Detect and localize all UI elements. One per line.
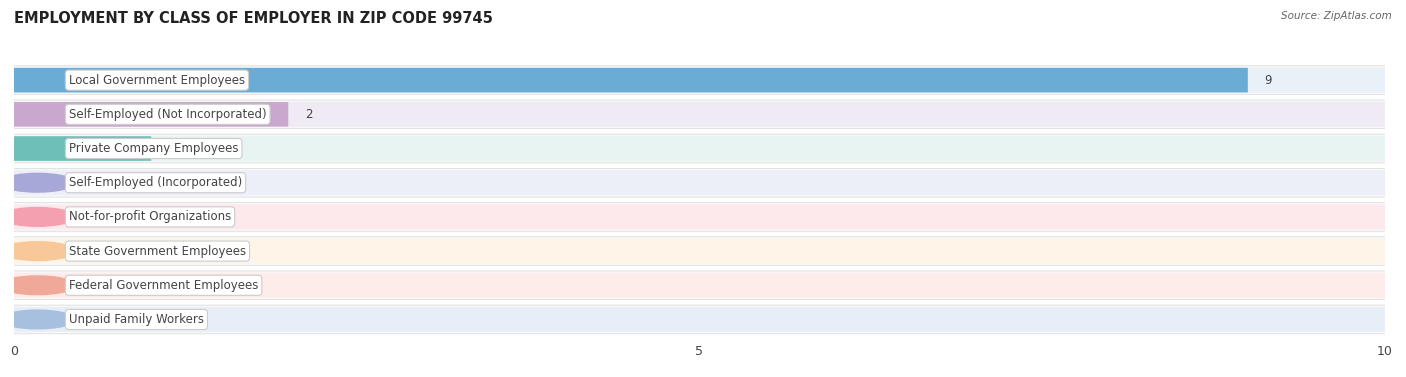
Circle shape — [0, 173, 75, 192]
Text: Federal Government Employees: Federal Government Employees — [69, 279, 259, 292]
FancyBboxPatch shape — [14, 102, 1385, 127]
Circle shape — [0, 71, 75, 89]
Circle shape — [0, 276, 75, 295]
FancyBboxPatch shape — [14, 68, 1249, 92]
Text: 0: 0 — [167, 176, 174, 189]
FancyBboxPatch shape — [11, 202, 1388, 231]
Text: Source: ZipAtlas.com: Source: ZipAtlas.com — [1281, 11, 1392, 21]
Text: Self-Employed (Incorporated): Self-Employed (Incorporated) — [69, 176, 242, 189]
Text: Unpaid Family Workers: Unpaid Family Workers — [69, 313, 204, 326]
FancyBboxPatch shape — [14, 239, 1385, 264]
FancyBboxPatch shape — [11, 100, 1388, 129]
FancyBboxPatch shape — [11, 134, 1388, 163]
FancyBboxPatch shape — [14, 68, 1385, 92]
FancyBboxPatch shape — [11, 169, 1388, 197]
Text: 1: 1 — [167, 142, 176, 155]
FancyBboxPatch shape — [14, 205, 1385, 229]
Text: EMPLOYMENT BY CLASS OF EMPLOYER IN ZIP CODE 99745: EMPLOYMENT BY CLASS OF EMPLOYER IN ZIP C… — [14, 11, 494, 26]
FancyBboxPatch shape — [14, 136, 152, 161]
Circle shape — [0, 310, 75, 329]
FancyBboxPatch shape — [14, 102, 288, 127]
Circle shape — [0, 105, 75, 124]
FancyBboxPatch shape — [14, 307, 1385, 332]
FancyBboxPatch shape — [11, 305, 1388, 334]
Text: 2: 2 — [305, 108, 312, 121]
Text: Private Company Employees: Private Company Employees — [69, 142, 239, 155]
FancyBboxPatch shape — [14, 170, 1385, 195]
Circle shape — [0, 242, 75, 261]
FancyBboxPatch shape — [11, 237, 1388, 265]
Text: Self-Employed (Not Incorporated): Self-Employed (Not Incorporated) — [69, 108, 267, 121]
FancyBboxPatch shape — [14, 136, 1385, 161]
Text: 0: 0 — [167, 210, 174, 224]
Text: Local Government Employees: Local Government Employees — [69, 74, 245, 87]
Text: Not-for-profit Organizations: Not-for-profit Organizations — [69, 210, 231, 224]
FancyBboxPatch shape — [11, 271, 1388, 300]
Text: 0: 0 — [167, 245, 174, 257]
Circle shape — [0, 139, 75, 158]
Text: 0: 0 — [167, 313, 174, 326]
FancyBboxPatch shape — [14, 273, 1385, 297]
Text: 0: 0 — [167, 279, 174, 292]
Text: State Government Employees: State Government Employees — [69, 245, 246, 257]
Circle shape — [0, 208, 75, 226]
Text: 9: 9 — [1264, 74, 1272, 87]
FancyBboxPatch shape — [11, 66, 1388, 95]
